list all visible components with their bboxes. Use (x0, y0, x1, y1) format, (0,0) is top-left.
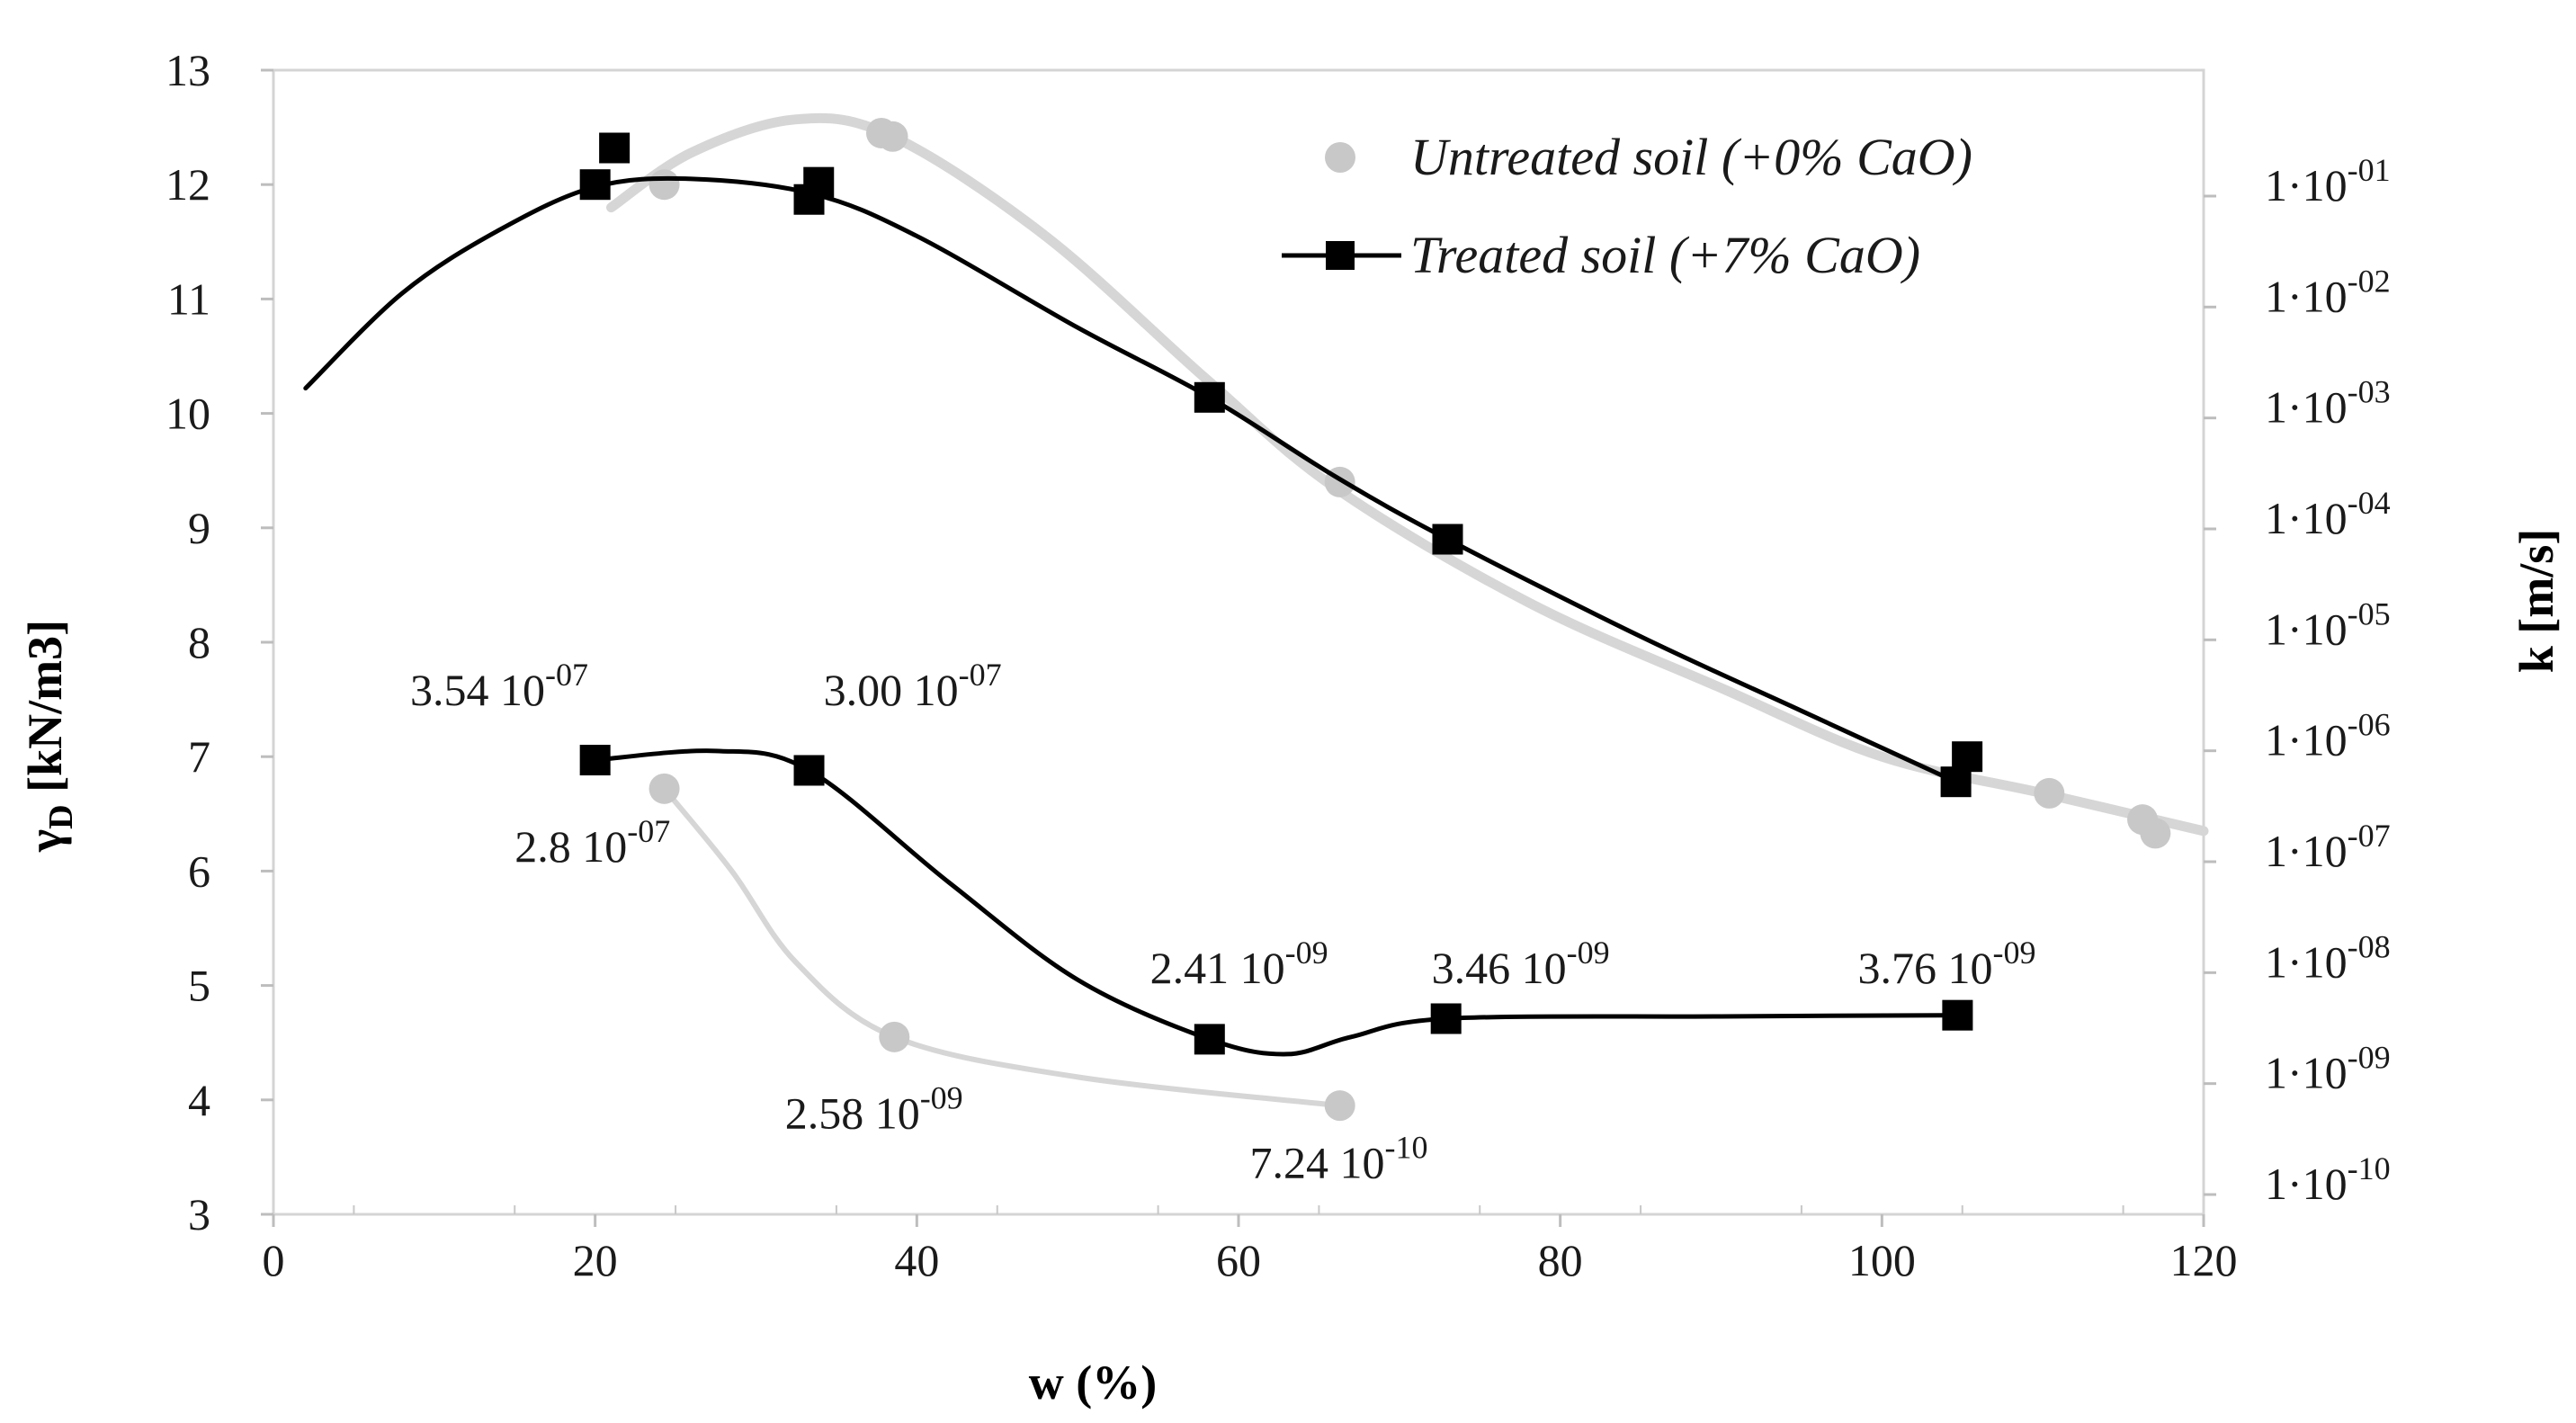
y-tick-label: 13 (165, 45, 210, 95)
y-tick-label: 7 (188, 731, 210, 782)
k-tick-label: 1·10-02 (2265, 263, 2391, 321)
treated_compaction-point (579, 169, 611, 201)
untreated_compaction-point (877, 121, 908, 152)
x-tick-label: 60 (1216, 1235, 1261, 1285)
k-tick-label: 1·10-08 (2265, 928, 2391, 987)
untreated_permeability-point (648, 773, 680, 804)
series-layer (303, 112, 2209, 1122)
y-tick-label: 6 (188, 846, 210, 896)
x-tick-label: 120 (2170, 1235, 2238, 1285)
treated_compaction-point (1432, 524, 1463, 555)
data-label: 2.58 10-09 (785, 1080, 963, 1139)
k-tick-label: 1·10-03 (2265, 374, 2391, 433)
k-tick-label: 1·10-10 (2265, 1150, 2391, 1209)
k-tick-label: 1·10-09 (2265, 1040, 2391, 1098)
data-label: 2.8 10-07 (514, 813, 670, 872)
treated_permeability-point (579, 745, 611, 776)
k-tick-label: 1·10-04 (2265, 485, 2391, 543)
x-tick-label: 100 (1848, 1235, 1916, 1285)
y-tick-label: 11 (167, 273, 210, 324)
legend-marker-untreated (1325, 142, 1355, 173)
data-label: 2.41 10-09 (1150, 935, 1328, 993)
data-label: 3.00 10-07 (824, 657, 1002, 715)
y-tick-label: 4 (188, 1075, 210, 1125)
treated_compaction-point (1194, 381, 1225, 413)
y-axis-title-left: γD [kN/m3] (18, 620, 80, 853)
y-tick-label: 5 (188, 961, 210, 1011)
data-label: 7.24 10-10 (1250, 1129, 1428, 1187)
legend-label-treated: Treated soil (+7% CaO) (1410, 226, 1920, 284)
treated_compaction-point (1952, 741, 1983, 773)
data-label: 3.46 10-09 (1432, 935, 1610, 993)
y-tick-label: 12 (165, 159, 210, 210)
treated_compaction-line (303, 175, 1959, 784)
untreated_compaction-point (648, 169, 680, 201)
untreated_compaction-point (2140, 818, 2171, 849)
annotation-layer: 3.54 10-07 3.00 10-07 2.8 10-07 2.41 10-09 3… (410, 657, 2036, 1187)
treated_compaction-point (803, 166, 835, 198)
axis-labels: 0 20 40 60 80 100 120 3 4 5 6 7 8 9 10 11 12 13 1·10-10 1·1… (165, 45, 2391, 1285)
treated_permeability-point (1430, 1003, 1462, 1034)
data-label: 3.76 10-09 (1858, 935, 2036, 993)
x-tick-label: 80 (1538, 1235, 1583, 1285)
untreated_compaction-point (2034, 777, 2065, 809)
x-tick-label: 40 (894, 1235, 939, 1285)
untreated_permeability-point (879, 1021, 910, 1052)
x-tick-label: 20 (573, 1235, 618, 1285)
y-tick-label: 3 (188, 1189, 210, 1240)
y-tick-label: 9 (188, 503, 210, 553)
axis-ticks (261, 68, 2216, 1227)
x-axis-title: w (%) (1029, 1356, 1157, 1410)
data-label: 3.54 10-07 (410, 657, 588, 715)
treated_permeability-point (1942, 999, 1973, 1031)
legend-label-untreated: Untreated soil (+0% CaO) (1410, 128, 1972, 186)
treated_compaction-point (599, 132, 631, 164)
treated_permeability-point (793, 755, 825, 786)
untreated_compaction-line (606, 112, 2209, 837)
k-tick-label: 1·10-07 (2265, 818, 2391, 876)
k-tick-label: 1·10-05 (2265, 595, 2391, 654)
treated_permeability-line (593, 748, 1960, 1057)
legend: Untreated soil (+0% CaO) Treated soil (+… (1282, 128, 1972, 284)
y-tick-label: 10 (165, 389, 210, 439)
y-axis-title-right: k [m/s] (2509, 529, 2563, 674)
k-tick-label: 1·10-01 (2265, 152, 2391, 210)
treated_permeability-point (1194, 1024, 1225, 1055)
legend-marker-treated (1326, 241, 1355, 270)
y-tick-label: 8 (188, 617, 210, 667)
untreated_permeability-point (1324, 1090, 1355, 1122)
k-tick-label: 1·10-06 (2265, 707, 2391, 765)
x-tick-label: 0 (263, 1235, 285, 1285)
